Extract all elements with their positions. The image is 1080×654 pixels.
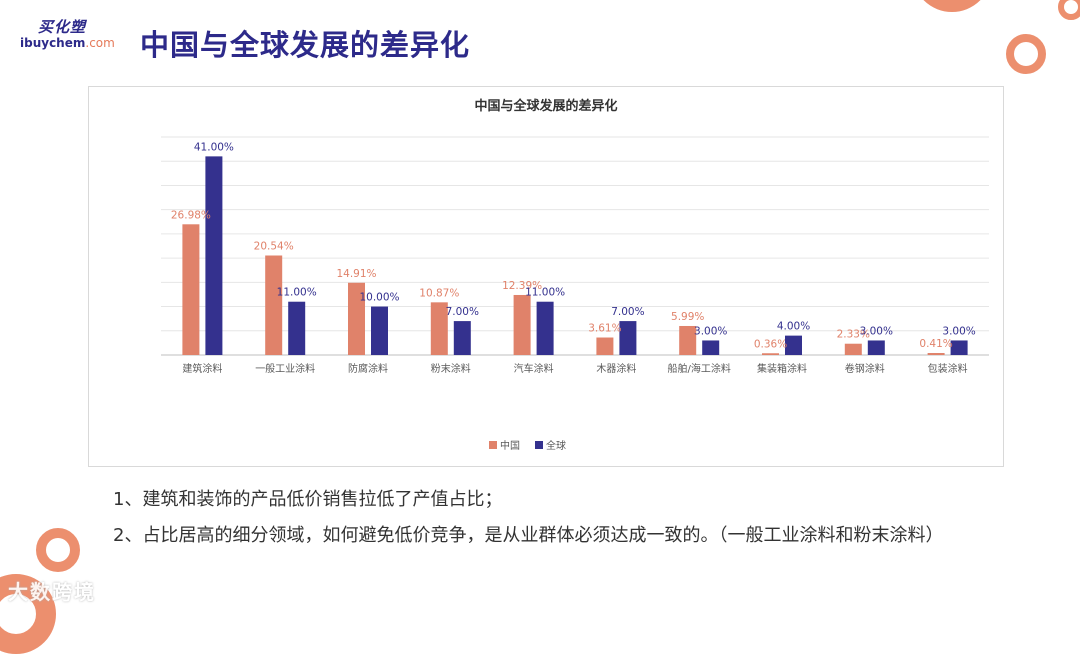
bar-global: [785, 335, 802, 355]
data-label: 3.00%: [860, 325, 893, 337]
data-label: 5.99%: [671, 311, 704, 323]
bar-chart: 中国与全球发展的差异化 26.98% 41.00% 20.54% 11.00% 14.9…: [161, 98, 989, 452]
logo-cn-text: 买化塑: [38, 18, 87, 36]
x-axis: 建筑涂料 一般工业涂料 防腐涂料 粉末涂料 汽车涂料 木器涂料 船舶/海工涂料 集装箱涂料 卷钢…: [182, 362, 967, 375]
data-label: 0.41%: [919, 338, 952, 350]
x-tick-label: 粉末涂料: [431, 362, 471, 375]
bar-china: [513, 294, 531, 355]
bar-global: [288, 301, 306, 355]
data-label: 10.00%: [359, 292, 399, 304]
legend: 中国 全球: [489, 439, 566, 452]
bar-china: [762, 353, 779, 355]
decor-ring-right: [1006, 34, 1046, 74]
x-tick-label: 汽车涂料: [514, 362, 554, 375]
brand-logo: 买化塑 ibuychem.com: [20, 16, 120, 56]
chart-container: 中国与全球发展的差异化 26.98% 41.00% 20.54% 11.00% 14.9…: [88, 86, 1004, 467]
x-tick-label: 船舶/海工涂料: [668, 362, 731, 375]
data-label: 10.87%: [419, 287, 459, 299]
data-label: 20.54%: [254, 240, 294, 252]
x-tick-label: 包装涂料: [928, 362, 968, 375]
data-label: 11.00%: [525, 287, 565, 299]
bar-global: [867, 340, 885, 355]
bar-china: [596, 337, 614, 355]
x-tick-label: 建筑涂料: [182, 362, 222, 375]
data-labels: 26.98% 41.00% 20.54% 11.00% 14.91% 10.00% 10.8…: [171, 141, 976, 350]
x-tick-label: 木器涂料: [596, 362, 636, 375]
bar-global: [536, 301, 554, 355]
legend-label: 中国: [500, 439, 520, 452]
bar-global: [205, 156, 223, 355]
data-label: 11.00%: [277, 287, 317, 299]
bar-china: [844, 343, 862, 355]
bar-global: [619, 321, 637, 355]
x-tick-label: 集装箱涂料: [757, 362, 807, 375]
data-label: 4.00%: [777, 321, 810, 333]
logo-en-suffix: .com: [85, 36, 115, 50]
x-tick-label: 卷钢涂料: [845, 362, 885, 375]
data-label: 14.91%: [336, 268, 376, 280]
chart-title: 中国与全球发展的差异化: [474, 98, 617, 114]
bar-china: [927, 353, 945, 355]
decor-ring-corner: [1058, 0, 1080, 20]
bar-global: [702, 340, 720, 355]
x-tick-label: 一般工业涂料: [255, 362, 315, 375]
note-2: 2、占比居高的细分领域，如何避免低价竞争，是从业群体必须达成一致的。（一般工业涂…: [113, 525, 944, 546]
bar-global: [371, 306, 388, 355]
data-label: 3.61%: [588, 323, 621, 335]
bar-china: [265, 255, 283, 355]
page-title: 中国与全球发展的差异化: [140, 28, 471, 62]
notes: 1、建筑和装饰的产品低价销售拉低了产值占比； 2、占比居高的细分领域，如何避免低…: [113, 482, 973, 554]
data-label: 7.00%: [611, 306, 644, 318]
x-tick-label: 防腐涂料: [348, 362, 388, 375]
data-label: 7.00%: [446, 306, 479, 318]
data-label: 0.36%: [754, 338, 787, 350]
decor-ring-top: [912, 0, 992, 12]
decor-ring-bottom-left: [36, 528, 80, 572]
data-label: 2.33%: [837, 329, 870, 341]
bar-china: [182, 224, 200, 355]
data-label: 26.98%: [171, 209, 211, 221]
data-label: 12.39%: [502, 280, 542, 292]
data-label: 3.00%: [942, 325, 975, 337]
bar-china: [348, 282, 365, 355]
bars: [182, 156, 968, 355]
watermark: 大数跨境: [8, 580, 96, 604]
logo-en-main: ibuychem: [20, 36, 86, 50]
legend-swatch: [489, 441, 497, 449]
legend-swatch: [535, 441, 543, 449]
note-1: 1、建筑和装饰的产品低价销售拉低了产值占比；: [113, 489, 503, 510]
bar-global: [453, 321, 471, 355]
data-label: 3.00%: [694, 325, 727, 337]
logo-en-text: ibuychem.com: [20, 36, 115, 50]
bar-china: [679, 325, 697, 355]
data-label: 41.00%: [194, 141, 234, 153]
bar-china: [430, 302, 448, 355]
legend-label: 全球: [546, 439, 566, 452]
bar-global: [950, 340, 968, 355]
